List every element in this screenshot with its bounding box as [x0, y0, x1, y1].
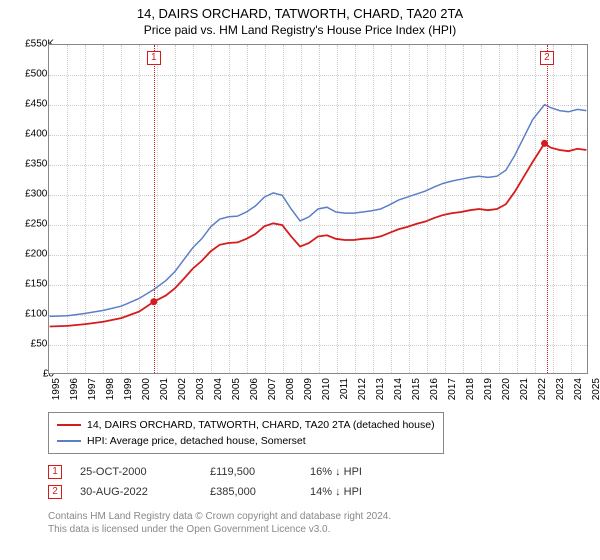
- table-row: 2 30-AUG-2022 £385,000 14% ↓ HPI: [48, 482, 390, 502]
- x-tick-label: 2012: [357, 378, 368, 400]
- txn-diff: 14% ↓ HPI: [310, 486, 390, 498]
- x-tick-label: 2023: [555, 378, 566, 400]
- legend-label: HPI: Average price, detached house, Some…: [87, 435, 306, 447]
- legend-swatch: [57, 424, 81, 426]
- marker-badge: 2: [48, 485, 62, 499]
- x-tick-label: 2006: [249, 378, 260, 400]
- x-tick-label: 1999: [123, 378, 134, 400]
- x-tick-label: 2022: [537, 378, 548, 400]
- txn-diff: 16% ↓ HPI: [310, 466, 390, 478]
- marker-box: 1: [147, 51, 161, 65]
- x-tick-label: 2004: [213, 378, 224, 400]
- chart-titles: 14, DAIRS ORCHARD, TATWORTH, CHARD, TA20…: [0, 0, 600, 39]
- footer: Contains HM Land Registry data © Crown c…: [48, 510, 391, 536]
- x-tick-label: 2013: [375, 378, 386, 400]
- x-tick-label: 2010: [321, 378, 332, 400]
- x-tick-label: 2021: [519, 378, 530, 400]
- x-tick-label: 2014: [393, 378, 404, 400]
- x-tick-label: 2001: [159, 378, 170, 400]
- footer-line: This data is licensed under the Open Gov…: [48, 523, 391, 536]
- plot-area: 12: [48, 44, 588, 374]
- chart-subtitle: Price paid vs. HM Land Registry's House …: [0, 23, 600, 37]
- legend-row-hpi: HPI: Average price, detached house, Some…: [57, 433, 435, 449]
- chart-container: 14, DAIRS ORCHARD, TATWORTH, CHARD, TA20…: [0, 0, 600, 560]
- series-hpi: [50, 105, 587, 317]
- x-tick-label: 2017: [447, 378, 458, 400]
- x-tick-label: 2008: [285, 378, 296, 400]
- legend: 14, DAIRS ORCHARD, TATWORTH, CHARD, TA20…: [48, 412, 444, 454]
- transaction-table: 1 25-OCT-2000 £119,500 16% ↓ HPI 2 30-AU…: [48, 462, 390, 502]
- x-tick-label: 2020: [501, 378, 512, 400]
- x-tick-label: 2015: [411, 378, 422, 400]
- x-tick-label: 2024: [573, 378, 584, 400]
- x-tick-label: 2025: [591, 378, 600, 400]
- footer-line: Contains HM Land Registry data © Crown c…: [48, 510, 391, 523]
- x-tick-label: 2003: [195, 378, 206, 400]
- x-tick-label: 2019: [483, 378, 494, 400]
- x-tick-label: 2007: [267, 378, 278, 400]
- x-tick-label: 2002: [177, 378, 188, 400]
- txn-price: £119,500: [210, 466, 310, 478]
- chart-title: 14, DAIRS ORCHARD, TATWORTH, CHARD, TA20…: [0, 6, 600, 21]
- txn-date: 25-OCT-2000: [80, 466, 210, 478]
- series-lines: [49, 45, 587, 373]
- x-tick-label: 1995: [51, 378, 62, 400]
- table-row: 1 25-OCT-2000 £119,500 16% ↓ HPI: [48, 462, 390, 482]
- x-tick-label: 2009: [303, 378, 314, 400]
- x-tick-label: 2005: [231, 378, 242, 400]
- marker-badge: 1: [48, 465, 62, 479]
- legend-row-property: 14, DAIRS ORCHARD, TATWORTH, CHARD, TA20…: [57, 417, 435, 433]
- x-tick-label: 1997: [87, 378, 98, 400]
- txn-price: £385,000: [210, 486, 310, 498]
- legend-swatch: [57, 440, 81, 442]
- x-tick-label: 2011: [339, 378, 350, 400]
- x-tick-label: 2018: [465, 378, 476, 400]
- x-tick-label: 1996: [69, 378, 80, 400]
- x-tick-label: 2016: [429, 378, 440, 400]
- x-tick-label: 2000: [141, 378, 152, 400]
- marker-box: 2: [540, 51, 554, 65]
- x-tick-label: 1998: [105, 378, 116, 400]
- legend-label: 14, DAIRS ORCHARD, TATWORTH, CHARD, TA20…: [87, 419, 435, 431]
- txn-date: 30-AUG-2022: [80, 486, 210, 498]
